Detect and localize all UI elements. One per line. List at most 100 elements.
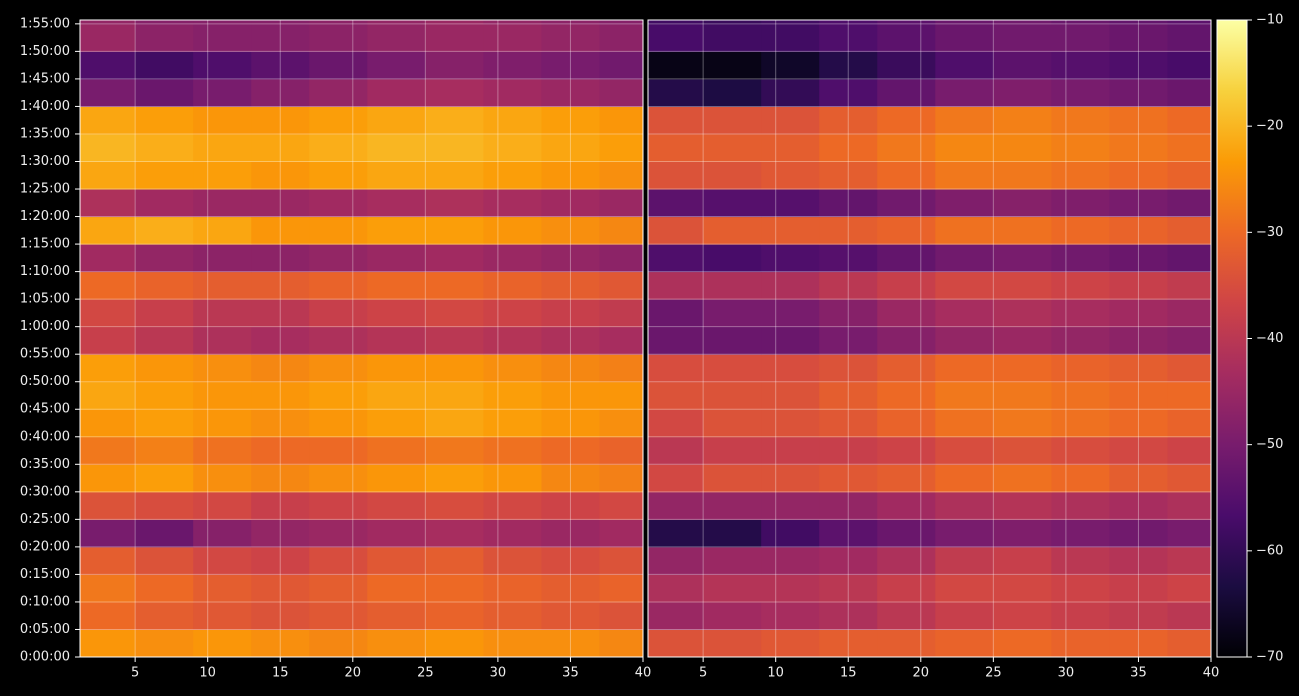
heat-cell — [1167, 601, 1212, 630]
heat-cell — [1051, 189, 1110, 218]
heat-cell — [703, 574, 762, 603]
heat-cell — [251, 78, 310, 107]
heat-cell — [761, 409, 820, 438]
heat-cell — [425, 491, 484, 520]
heat-cell — [703, 629, 762, 658]
heat-cell — [367, 519, 426, 548]
y-tick-label: 0:50:00 — [20, 374, 70, 389]
heat-cell — [251, 546, 310, 575]
heat-cell — [648, 601, 704, 630]
heat-cell — [425, 244, 484, 273]
heat-cell — [483, 574, 542, 603]
heat-cell — [877, 381, 936, 410]
heat-cell — [648, 271, 704, 300]
heat-cell — [1109, 546, 1168, 575]
heat-cell — [193, 546, 252, 575]
heat-cell — [1109, 216, 1168, 245]
heat-cell — [703, 244, 762, 273]
heat-cell — [993, 519, 1052, 548]
heat-cell — [251, 189, 310, 218]
heat-cell — [1167, 574, 1212, 603]
heat-cell — [251, 23, 310, 52]
heat-cell — [251, 271, 310, 300]
heat-cell — [819, 78, 878, 107]
heat-cell — [1051, 161, 1110, 190]
panel-frame — [79, 19, 644, 658]
heat-cell — [251, 216, 310, 245]
heat-cell — [1109, 106, 1168, 135]
y-tick-label: 1:20:00 — [20, 209, 70, 224]
heat-cell — [1051, 244, 1110, 273]
heat-cell — [935, 436, 994, 465]
heat-cell — [309, 354, 368, 383]
heat-cell — [935, 244, 994, 273]
heat-cell — [599, 133, 644, 162]
heat-cell — [877, 51, 936, 80]
colorbar-tick-label: −30 — [1256, 225, 1283, 240]
heat-cell — [425, 189, 484, 218]
heat-cell — [648, 491, 704, 520]
heat-cell — [648, 106, 704, 135]
heat-cell — [425, 519, 484, 548]
heat-cell — [1051, 23, 1110, 52]
heat-cell — [1051, 271, 1110, 300]
heat-cell — [309, 244, 368, 273]
heat-cell — [541, 464, 600, 493]
heat-cell — [877, 464, 936, 493]
heat-cell — [309, 299, 368, 328]
heat-cell — [483, 519, 542, 548]
heat-cell — [425, 354, 484, 383]
heat-cell — [483, 491, 542, 520]
heat-cell — [761, 464, 820, 493]
heat-cell — [483, 244, 542, 273]
heat-cell — [367, 216, 426, 245]
heat-cell — [251, 326, 310, 355]
heat-cell — [80, 519, 136, 548]
heat-cell — [367, 629, 426, 658]
heat-cell — [761, 20, 820, 25]
heat-cell — [309, 546, 368, 575]
heat-cell — [1051, 106, 1110, 135]
heat-cell — [135, 161, 194, 190]
heat-cell — [703, 189, 762, 218]
heat-cell — [599, 299, 644, 328]
heat-cell — [877, 629, 936, 658]
heat-cell — [1051, 436, 1110, 465]
heat-cell — [425, 51, 484, 80]
heat-cell — [819, 409, 878, 438]
heat-cell — [193, 161, 252, 190]
heat-cell — [935, 299, 994, 328]
heat-cell — [819, 629, 878, 658]
heat-cell — [309, 519, 368, 548]
heat-cell — [819, 299, 878, 328]
heat-cell — [1051, 381, 1110, 410]
heat-cell — [541, 574, 600, 603]
heat-cell — [648, 326, 704, 355]
heat-cell — [1051, 326, 1110, 355]
heat-cell — [761, 299, 820, 328]
heat-cell — [877, 299, 936, 328]
colorbar-tick-label: −70 — [1256, 650, 1283, 665]
heat-cell — [993, 464, 1052, 493]
heat-cell — [703, 106, 762, 135]
heat-cell — [193, 409, 252, 438]
heat-cell — [648, 574, 704, 603]
heat-cell — [425, 216, 484, 245]
heat-cell — [251, 601, 310, 630]
heat-cell — [703, 491, 762, 520]
heat-cell — [993, 20, 1052, 25]
heat-cell — [309, 409, 368, 438]
heat-cell — [1109, 381, 1168, 410]
heat-cell — [483, 133, 542, 162]
heat-cell — [425, 381, 484, 410]
heat-cell — [193, 133, 252, 162]
heat-cell — [367, 546, 426, 575]
heat-cell — [993, 546, 1052, 575]
heat-cell — [135, 409, 194, 438]
heat-cell — [80, 299, 136, 328]
heat-cell — [993, 106, 1052, 135]
heat-cell — [877, 20, 936, 25]
heat-cell — [703, 601, 762, 630]
heat-cell — [135, 216, 194, 245]
heat-cell — [1167, 629, 1212, 658]
